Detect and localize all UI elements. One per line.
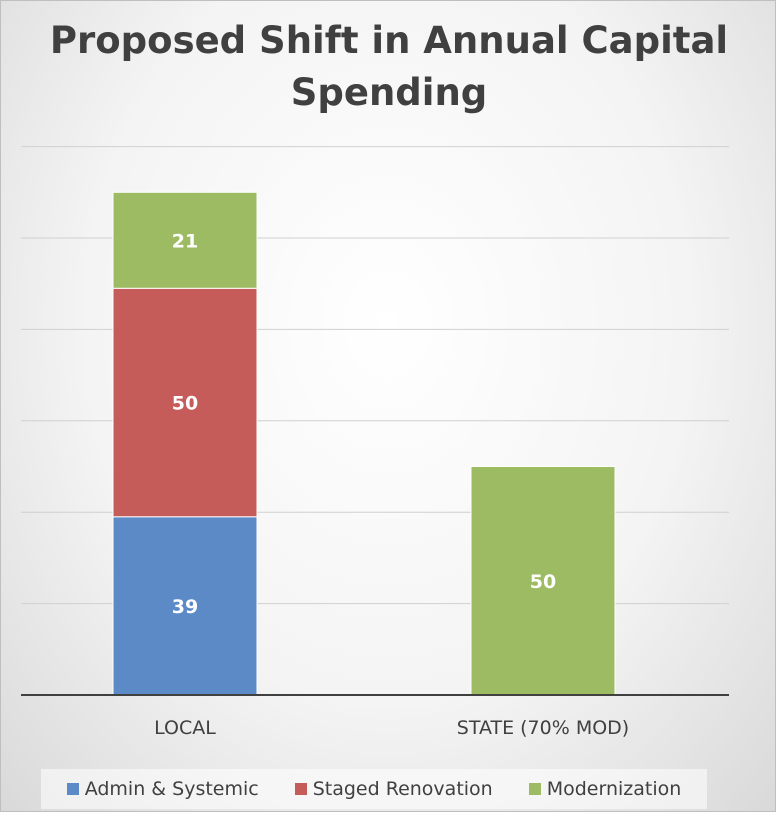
legend-swatch — [294, 783, 307, 795]
legend-swatch — [66, 783, 79, 795]
legend-label: Admin & Systemic — [84, 778, 259, 800]
data-label: 50 — [530, 571, 556, 593]
x-tick-label: STATE (70% MOD) — [457, 717, 629, 739]
bar-modernization-0 — [112, 191, 258, 289]
bar-admin-systemic-0 — [112, 516, 258, 696]
x-tick-label: LOCAL — [154, 717, 216, 739]
legend-item: Staged Renovation — [294, 778, 493, 800]
legend-label: Staged Renovation — [312, 778, 493, 800]
legend: Admin & Systemic Staged Renovation Moderni… — [41, 769, 707, 809]
data-label: 50 — [172, 393, 198, 415]
legend-item: Modernization — [528, 778, 682, 800]
legend-item: Admin & Systemic — [66, 778, 259, 800]
legend-swatch — [528, 783, 541, 795]
bar-staged-renovation-0 — [112, 287, 258, 518]
legend-label: Modernization — [546, 778, 682, 800]
data-label: 21 — [172, 230, 198, 252]
chart-title: Proposed Shift in Annual Capital Spendin… — [49, 19, 729, 114]
data-label: 39 — [172, 596, 198, 618]
bar-modernization-1 — [470, 466, 616, 696]
